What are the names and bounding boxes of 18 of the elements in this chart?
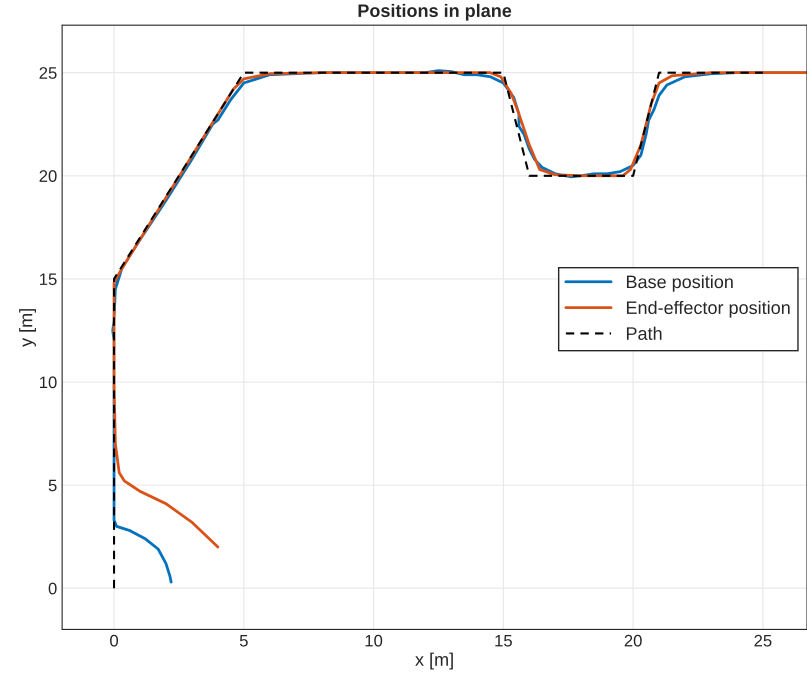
x-tick-label: 20 <box>624 634 642 647</box>
x-tick-label: 25 <box>754 634 772 647</box>
y-tick-label: 25 <box>40 67 57 79</box>
y-tick-label: 20 <box>40 170 57 182</box>
x-tick-label: 10 <box>366 634 382 647</box>
y-axis-title: y [m] <box>19 309 36 347</box>
y-tick-label: 5 <box>48 480 57 492</box>
y-tick-label: 10 <box>40 376 57 388</box>
y-tick-label: 15 <box>40 273 57 286</box>
chart-title: Positions in plane <box>358 4 512 21</box>
legend-label: Path <box>626 326 662 340</box>
legend-label: End-effector position <box>626 300 790 318</box>
x-axis-title: x [m] <box>415 652 453 670</box>
legend-label: Base position <box>626 274 733 292</box>
y-tick-label: 0 <box>48 582 57 594</box>
x-tick-label: 0 <box>110 634 118 647</box>
x-tick-label: 5 <box>240 634 248 647</box>
x-tick-label: 15 <box>495 634 512 647</box>
